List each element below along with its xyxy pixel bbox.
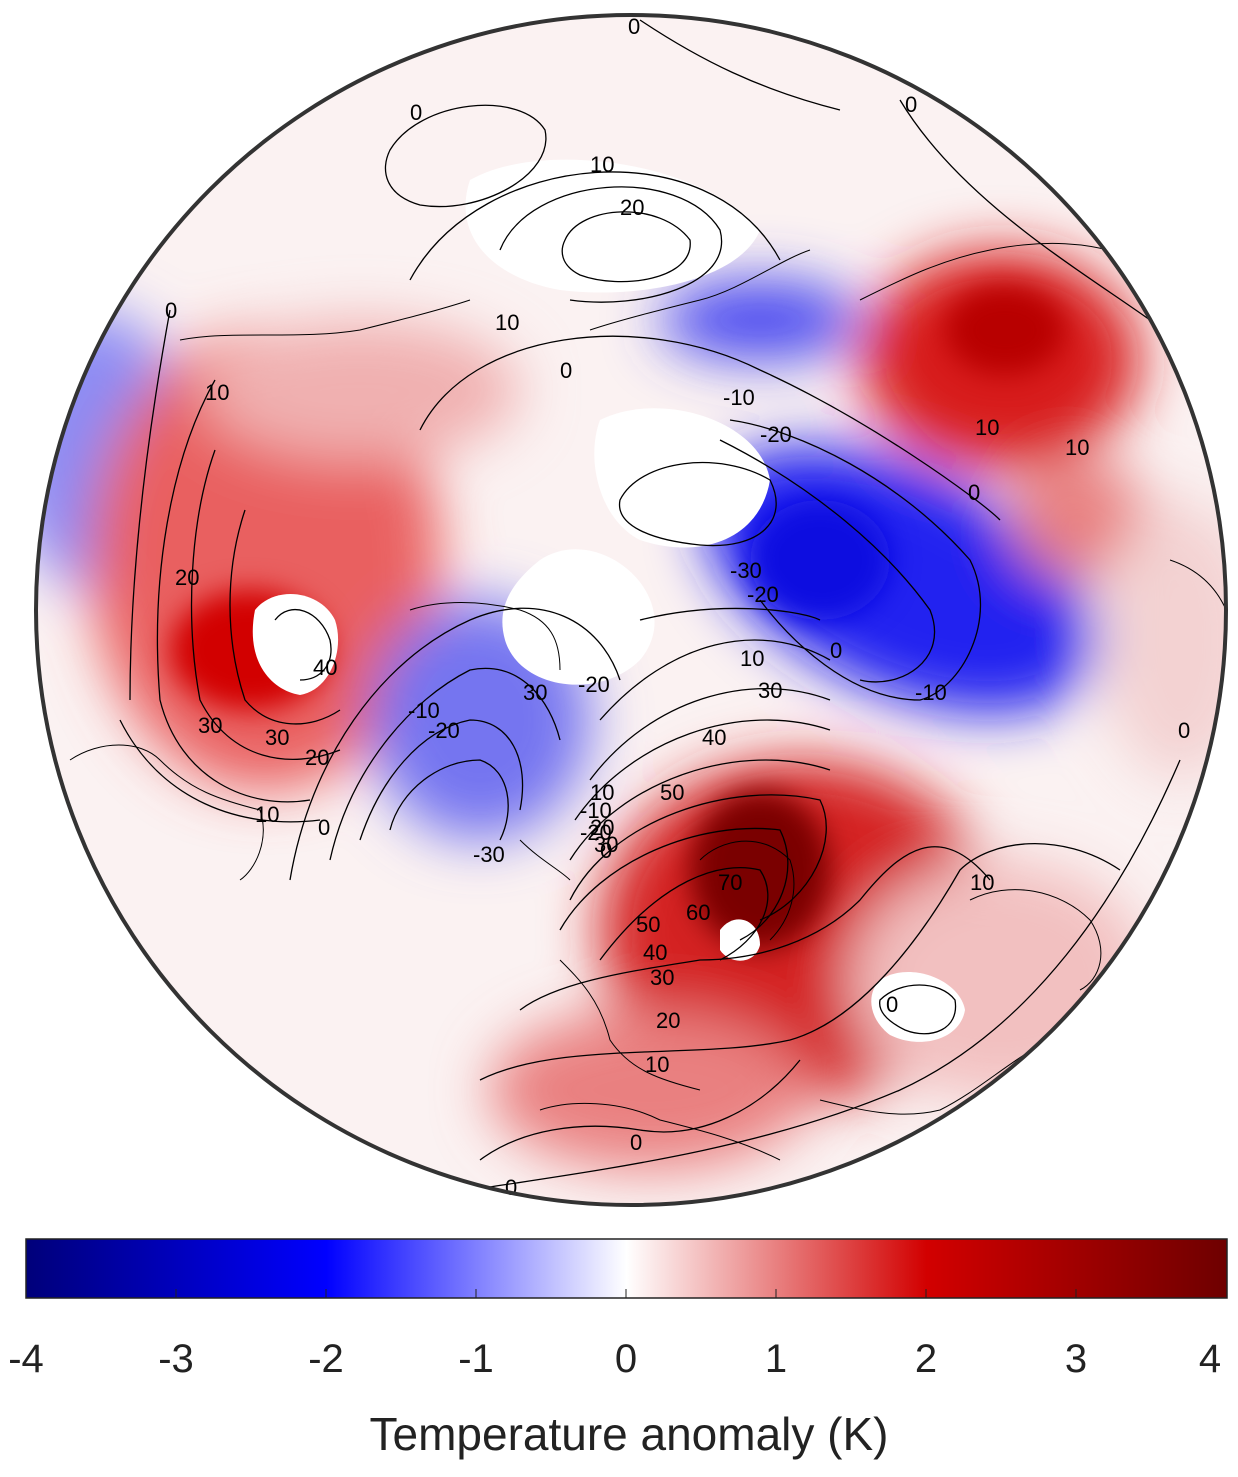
colorbar-tick-label: -3: [158, 1337, 194, 1381]
contour-label: 20: [590, 815, 614, 840]
contour-label: 10: [590, 152, 614, 177]
colorbar-tick-label: 3: [1065, 1337, 1087, 1381]
contour-label: -30: [730, 558, 762, 583]
contour-label: 30: [523, 680, 547, 705]
contour-label: 30: [265, 725, 289, 750]
contour-label: 40: [313, 655, 337, 680]
contour-label: -30: [473, 842, 505, 867]
contour-label: 0: [830, 638, 842, 663]
colorbar-tick-label: 2: [915, 1337, 937, 1381]
contour-label: -10: [723, 385, 755, 410]
colorbar-tick-label: -2: [308, 1337, 344, 1381]
contour-label: 0: [630, 1130, 642, 1155]
coastlines: [69, 242, 1226, 1161]
height-contours: [119, 19, 1181, 1191]
contour-label: 0: [560, 358, 572, 383]
contour-label: 0: [628, 14, 640, 39]
colorbar-title: Temperature anomaly (K): [370, 1408, 889, 1460]
map-boundary: [34, 13, 1228, 1207]
colorbar-ticks: [175, 1289, 1077, 1298]
contour-label: -20: [760, 422, 792, 447]
contour-label: 10: [740, 646, 764, 671]
contour-label: -20: [428, 718, 460, 743]
contour-label: 20: [656, 1008, 680, 1033]
colorbar-gradient: [25, 1238, 1228, 1299]
contour-label: -20: [580, 820, 612, 845]
contour-label: 10: [590, 780, 614, 805]
contour-label: -20: [747, 582, 779, 607]
contour-label: 0: [905, 92, 917, 117]
contour-label: 10: [1065, 435, 1089, 460]
contour-label: 20: [620, 195, 644, 220]
contour-label: 0: [165, 298, 177, 323]
colorbar-tick-label: -4: [8, 1337, 44, 1381]
contour-label: -10: [580, 798, 612, 823]
colorbar-tick-label: 4: [1199, 1337, 1221, 1381]
contour-label: 40: [643, 940, 667, 965]
contour-labels: 0 0 0 10 20 10 0 -10 -20 -30 -20 0 -10 1…: [165, 14, 1190, 1200]
colorbar-tick-label: 1: [765, 1337, 787, 1381]
contour-label: 30: [758, 678, 782, 703]
contour-label: 0: [505, 1175, 517, 1200]
contour-label: 20: [305, 745, 329, 770]
contour-label: 30: [594, 832, 618, 857]
contour-label: 0: [318, 815, 330, 840]
contour-label: 40: [702, 725, 726, 750]
contour-label: -10: [408, 698, 440, 723]
contour-label: -10: [915, 680, 947, 705]
contour-label: -20: [578, 672, 610, 697]
contour-label: 50: [660, 780, 684, 805]
contour-label: 20: [175, 565, 199, 590]
contour-label: 30: [198, 713, 222, 738]
contour-label: 0: [410, 100, 422, 125]
colorbar: -4 -3 -2 -1 0 1 2 3 4 Temperature anomal…: [8, 1238, 1228, 1460]
contour-label: 50: [636, 912, 660, 937]
contour-label: 0: [886, 992, 898, 1017]
contour-label: 0: [1178, 718, 1190, 743]
contour-label: 60: [686, 900, 710, 925]
contour-label: 10: [255, 802, 279, 827]
contour-label: 10: [975, 415, 999, 440]
colorbar-tick-label: 0: [615, 1337, 637, 1381]
contour-label: 10: [645, 1052, 669, 1077]
contour-label: 10: [970, 870, 994, 895]
contour-label: 10: [205, 380, 229, 405]
contour-label: 0: [968, 480, 980, 505]
contour-label: 10: [495, 310, 519, 335]
contour-label: 0: [600, 838, 612, 863]
contour-label: 70: [718, 870, 742, 895]
colorbar-tick-label: -1: [458, 1337, 494, 1381]
anomaly-shading: [36, 15, 1226, 1205]
contour-label: 30: [650, 965, 674, 990]
